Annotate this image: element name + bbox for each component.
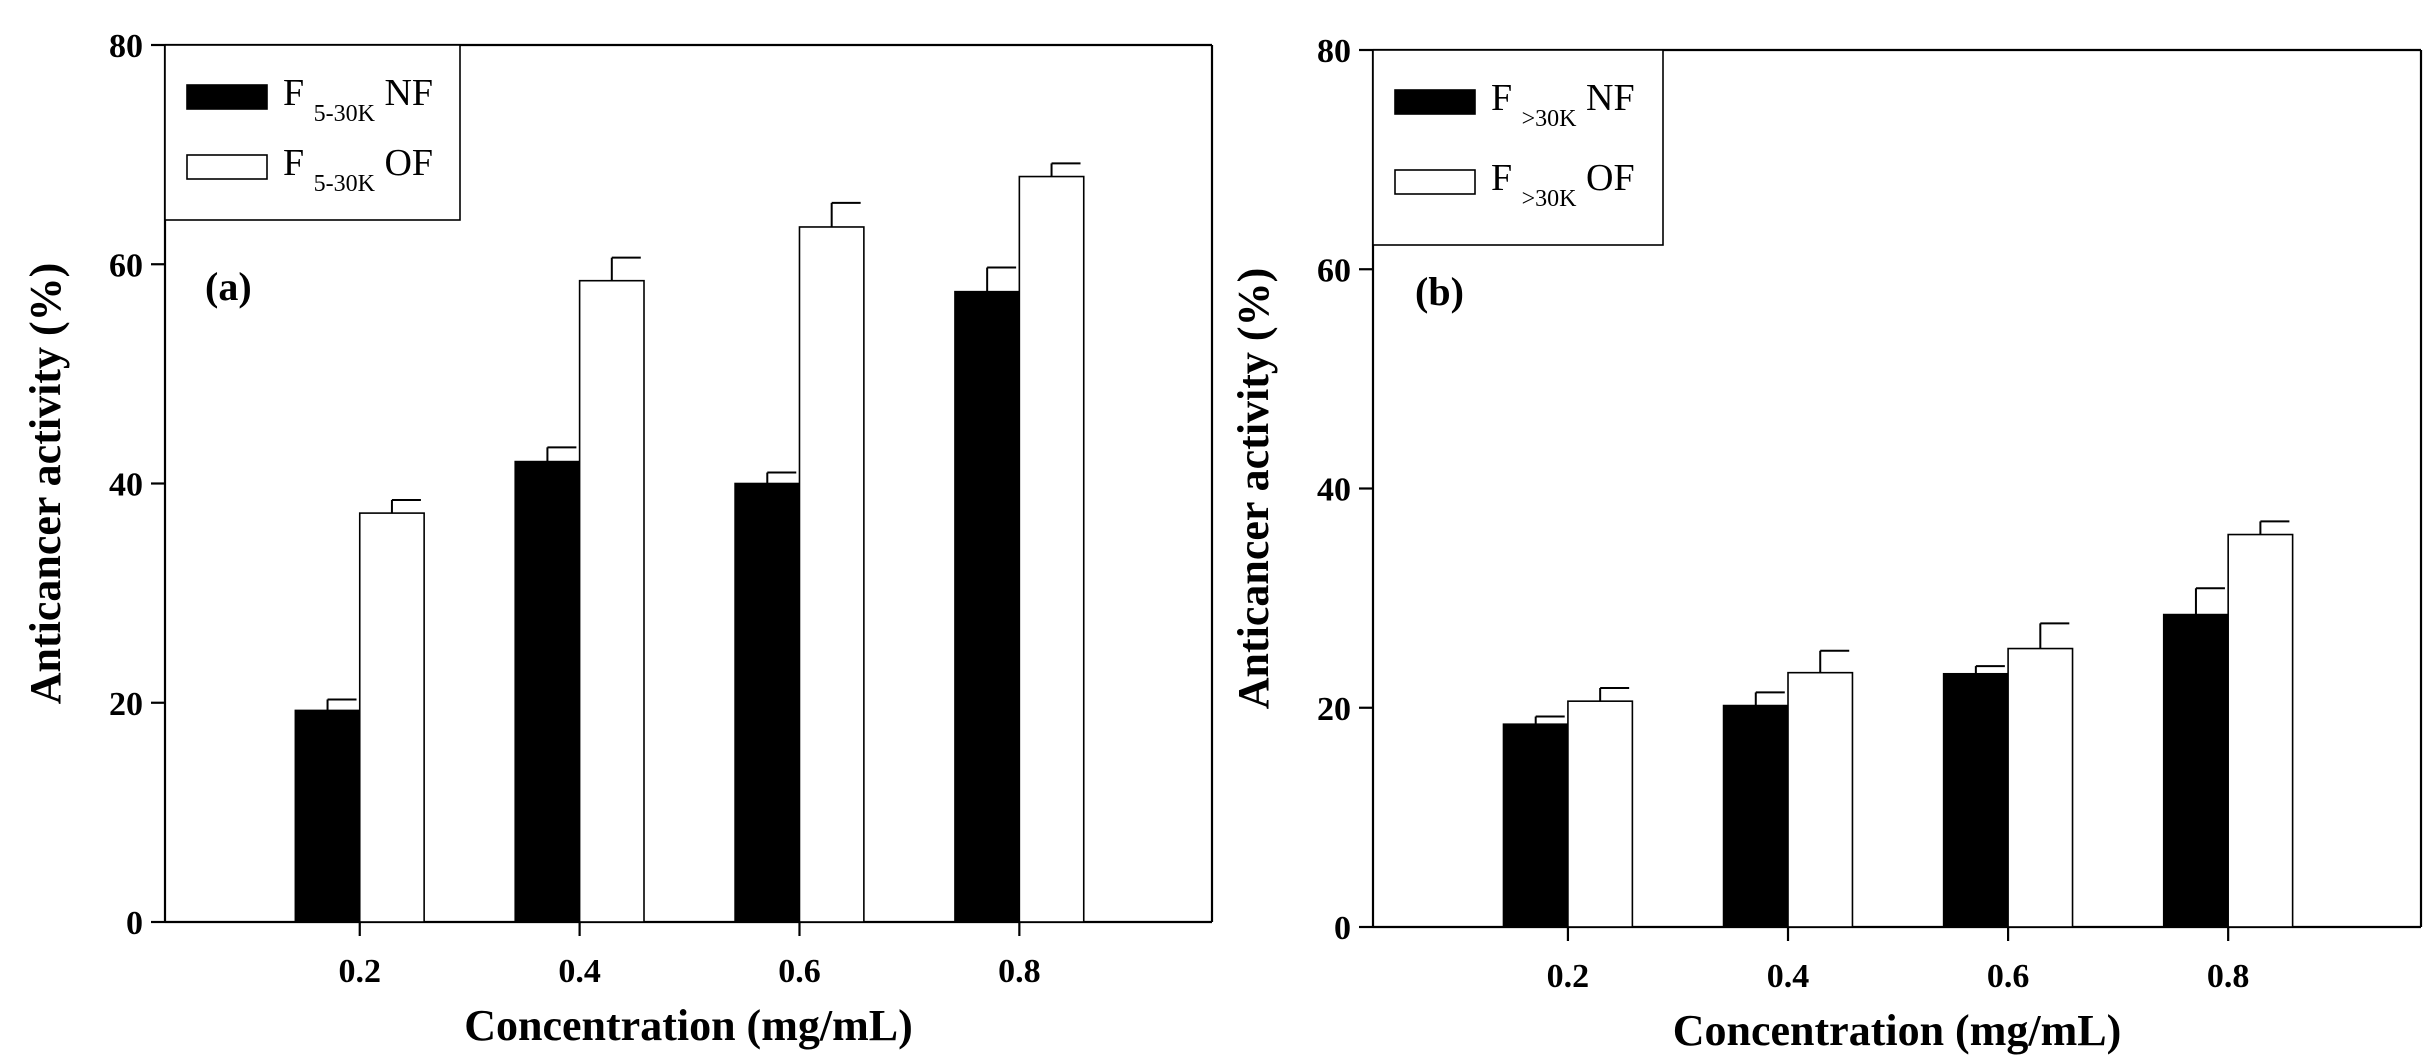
bar-nf bbox=[1942, 672, 2009, 928]
y-axis-title: Anticancer activity (%) bbox=[21, 263, 70, 705]
legend-subscript: >30K bbox=[1522, 186, 1578, 212]
legend: F 5-30K NFF 5-30K OF bbox=[164, 44, 461, 221]
chart-panel-b: 0 20 40 60 80 0.2 0.4 0.6 0.8 Concentration (mg/m… bbox=[1229, 33, 2423, 1055]
legend-prefix: F bbox=[283, 142, 314, 184]
x-tick-label: 0.4 bbox=[1767, 958, 1810, 995]
y-tick-label: 60 bbox=[1317, 252, 1351, 289]
y-axis-title: Anticancer activity (%) bbox=[1229, 268, 1278, 710]
bar-nf bbox=[954, 290, 1021, 923]
y-tick-label: 20 bbox=[1317, 691, 1351, 728]
legend-suffix: NF bbox=[1577, 77, 1635, 119]
x-tick-label: 0.4 bbox=[558, 953, 601, 990]
bar-nf bbox=[514, 460, 581, 923]
legend-frame bbox=[1372, 49, 1664, 246]
x-tick-label: 0.8 bbox=[2207, 958, 2250, 995]
y-tick-label: 40 bbox=[109, 467, 143, 504]
legend-swatch-of bbox=[1394, 169, 1476, 195]
legend-swatch-nf bbox=[1394, 89, 1476, 115]
legend-suffix: OF bbox=[1577, 157, 1635, 199]
panel-label: (b) bbox=[1415, 269, 1464, 314]
legend-suffix: OF bbox=[375, 142, 433, 184]
y-tick-label: 60 bbox=[109, 247, 143, 284]
legend-swatch-nf bbox=[186, 84, 268, 110]
bar-nf bbox=[1502, 723, 1569, 928]
bar-of bbox=[1567, 700, 1634, 928]
x-tick-label: 0.2 bbox=[338, 953, 381, 990]
y-tick-label: 80 bbox=[1317, 33, 1351, 70]
bar-of bbox=[578, 279, 645, 923]
y-tick-label: 0 bbox=[126, 905, 143, 942]
x-axis-title: Concentration (mg/mL) bbox=[1673, 1006, 2122, 1055]
bar-of bbox=[798, 226, 865, 923]
bar-nf bbox=[734, 482, 801, 923]
bar-nf bbox=[2162, 613, 2229, 928]
bar-of bbox=[2007, 647, 2074, 928]
bar-nf bbox=[294, 709, 361, 923]
panel-label: (a) bbox=[205, 264, 252, 309]
bar-of bbox=[1787, 671, 1854, 928]
legend-swatch-of bbox=[186, 154, 268, 180]
y-tick-label: 40 bbox=[1317, 472, 1351, 509]
bar-of bbox=[2227, 533, 2294, 928]
y-tick-label: 80 bbox=[109, 28, 143, 65]
bar-of bbox=[1018, 175, 1085, 923]
x-tick-label: 0.6 bbox=[778, 953, 821, 990]
legend-entry-nf: F >30K NF bbox=[1491, 77, 1635, 132]
y-tick-label: 20 bbox=[109, 686, 143, 723]
legend-subscript: >30K bbox=[1522, 106, 1578, 132]
legend-prefix: F bbox=[1491, 157, 1522, 199]
bar-nf bbox=[1722, 704, 1789, 928]
x-axis-title: Concentration (mg/mL) bbox=[464, 1001, 913, 1050]
y-tick-label: 0 bbox=[1334, 910, 1351, 947]
chart-panel-a: 0 20 40 60 80 0.2 0.4 0.6 0.8 Concentration (mg/m… bbox=[21, 28, 1214, 1050]
x-tick-label: 0.2 bbox=[1547, 958, 1590, 995]
legend: F >30K NFF >30K OF bbox=[1372, 49, 1664, 246]
legend-entry-nf: F 5-30K NF bbox=[283, 72, 433, 127]
legend-suffix: NF bbox=[375, 72, 433, 114]
bar-of bbox=[358, 512, 425, 923]
legend-subscript: 5-30K bbox=[314, 171, 376, 197]
x-tick-label: 0.8 bbox=[998, 953, 1041, 990]
legend-subscript: 5-30K bbox=[314, 101, 376, 127]
legend-frame bbox=[164, 44, 461, 221]
legend-prefix: F bbox=[1491, 77, 1522, 119]
legend-entry-of: F 5-30K OF bbox=[283, 142, 433, 197]
x-tick-label: 0.6 bbox=[1987, 958, 2030, 995]
legend-prefix: F bbox=[283, 72, 314, 114]
legend-entry-of: F >30K OF bbox=[1491, 157, 1635, 212]
